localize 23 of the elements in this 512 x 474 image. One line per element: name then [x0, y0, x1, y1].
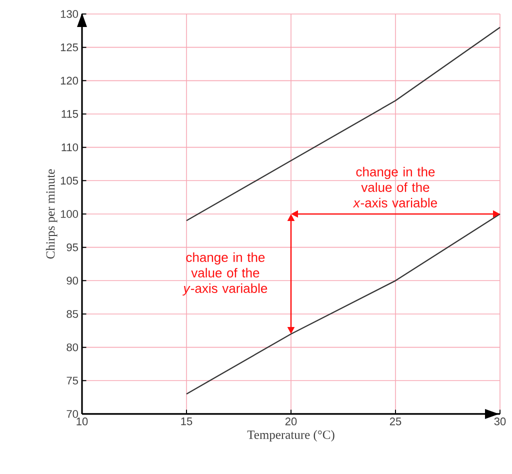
- y-axis-title: Chirps per minute: [46, 169, 58, 259]
- x-tick-label: 20: [285, 418, 297, 426]
- y-tick-label: 115: [62, 110, 78, 118]
- y-tick-label: 110: [62, 143, 78, 152]
- y-tick-label: 80: [66, 343, 78, 352]
- y-tick-label: 130: [60, 10, 78, 18]
- y-tick-label: 70: [66, 410, 78, 418]
- x-tick-label: 30: [494, 418, 506, 426]
- y-tick-label: 125: [60, 43, 78, 52]
- y-tick-label: 95: [66, 243, 78, 252]
- x-axis-title: Temperature (°C): [247, 430, 334, 442]
- y-tick-label: 120: [60, 76, 78, 85]
- y-tick-label: 100: [60, 210, 78, 218]
- y-tick-label: 105: [60, 176, 78, 185]
- y-tick-label: 75: [66, 376, 78, 384]
- line-series: [186, 26, 501, 222]
- annotation: change in the value of the x-axis variable: [352, 166, 437, 208]
- x-tick-label: 15: [181, 418, 192, 426]
- x-tick-label: 25: [390, 418, 402, 426]
- x-tick-label: 10: [76, 418, 88, 426]
- y-tick-label: 90: [66, 276, 78, 285]
- annotation: change in the value of the y-axis variable: [182, 252, 268, 296]
- y-tick-label: 85: [66, 310, 78, 318]
